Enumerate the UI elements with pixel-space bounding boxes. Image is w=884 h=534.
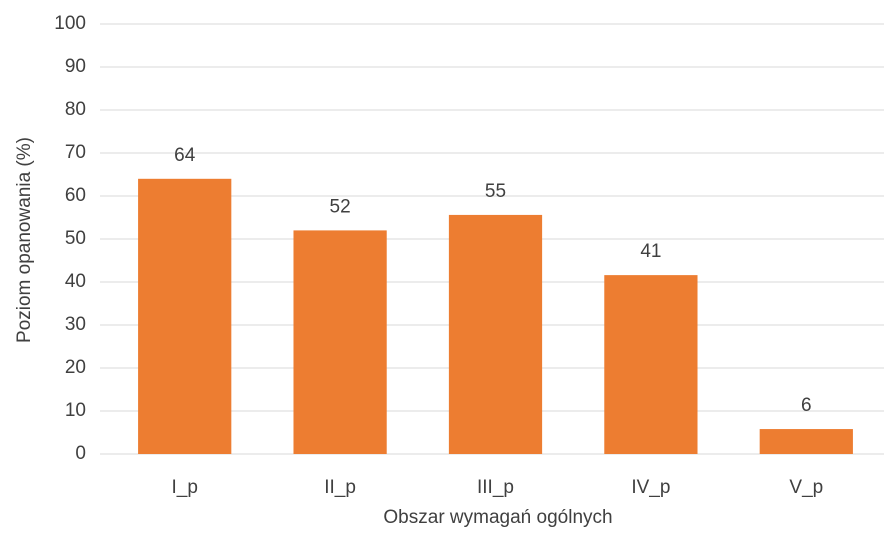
- bar: [138, 178, 232, 455]
- data-label: 41: [640, 241, 661, 262]
- x-tick-label: V_p: [789, 477, 823, 498]
- y-tick-label: 40: [65, 271, 86, 292]
- y-tick-label: 30: [65, 314, 86, 335]
- bar: [448, 214, 543, 454]
- bar: [293, 230, 387, 454]
- data-label: 52: [330, 196, 351, 217]
- x-tick-label: IV_p: [631, 477, 670, 498]
- y-tick-label: 50: [65, 228, 86, 249]
- y-tick-label: 70: [65, 142, 86, 163]
- data-label: 6: [801, 395, 812, 416]
- data-label: 64: [174, 145, 196, 166]
- bar: [759, 429, 853, 454]
- x-tick-label: III_p: [477, 477, 514, 498]
- y-tick-label: 90: [65, 56, 86, 77]
- y-tick-label: 20: [65, 357, 86, 378]
- data-label: 55: [485, 181, 506, 202]
- y-tick-label: 80: [65, 99, 86, 120]
- y-tick-label: 0: [75, 443, 86, 464]
- y-axis-title: Poziom opanowania (%): [14, 137, 35, 343]
- x-axis-title: Obszar wymagań ogólnych: [383, 507, 612, 528]
- y-tick-label: 100: [54, 13, 86, 34]
- y-tick-label: 60: [65, 185, 86, 206]
- x-tick-label: I_p: [171, 477, 197, 498]
- y-tick-label: 10: [65, 400, 86, 421]
- bar: [604, 275, 698, 454]
- x-tick-label: II_p: [324, 477, 356, 498]
